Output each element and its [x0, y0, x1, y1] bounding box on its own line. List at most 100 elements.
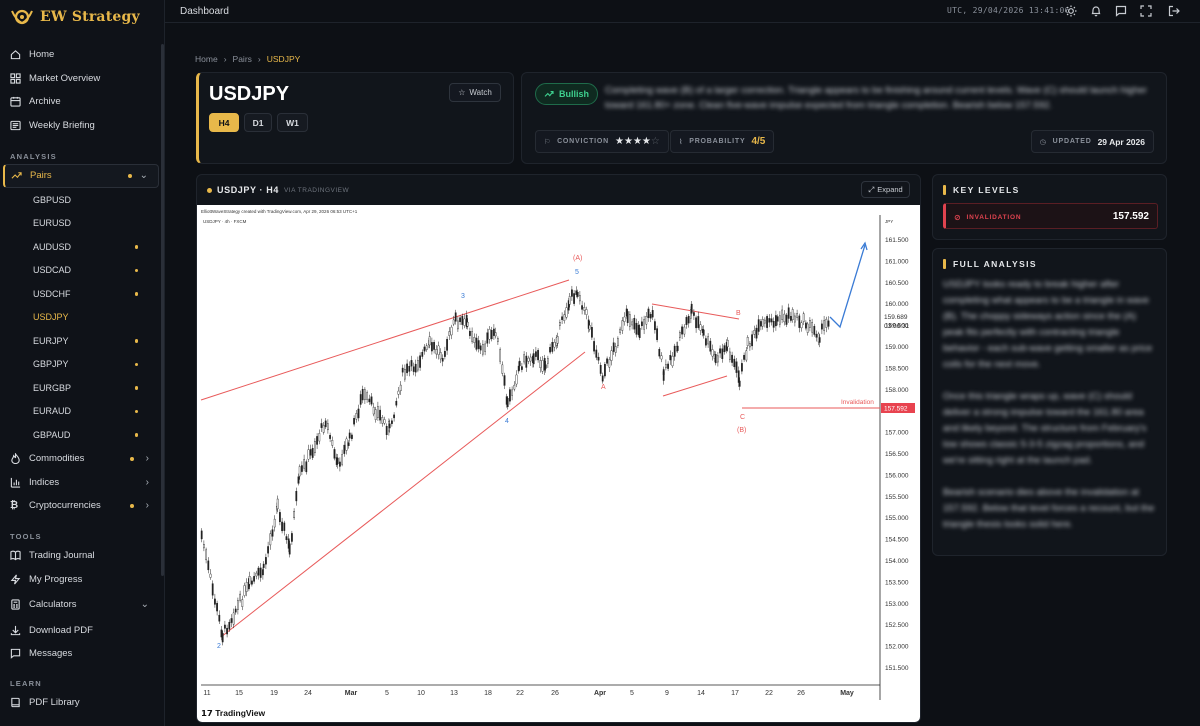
tradingview-chart[interactable]: ElliottWaveStrategy created with Trading…: [197, 205, 920, 722]
section-learn: LEARN: [10, 679, 42, 688]
nav-weekly-briefing[interactable]: Weekly Briefing: [0, 114, 162, 138]
candle-body: [802, 313, 805, 322]
candle-body: [798, 315, 801, 328]
pair-item-usdcad[interactable]: USDCAD: [0, 259, 162, 283]
watch-button[interactable]: ☆ Watch: [449, 83, 501, 102]
pair-item-usdchf[interactable]: USDCHF: [0, 282, 162, 306]
tab-d1[interactable]: D1: [244, 113, 272, 132]
chat-icon[interactable]: [1115, 5, 1127, 17]
breadcrumb-home[interactable]: Home: [195, 54, 218, 64]
channel-upper-line: [200, 279, 570, 401]
nav-pdf-library[interactable]: PDF Library: [0, 691, 162, 715]
expand-button[interactable]: ⤢ Expand: [861, 181, 910, 198]
brand[interactable]: EW Strategy: [0, 0, 164, 34]
candle-body: [523, 354, 525, 363]
candle-body: [541, 360, 544, 372]
section-tools: TOOLS: [10, 532, 42, 541]
candle-body: [604, 364, 606, 377]
nav-messages[interactable]: Messages: [0, 642, 162, 666]
candle-body: [493, 328, 495, 336]
candle-body: [749, 343, 751, 348]
candle-body: [665, 364, 667, 369]
nav-label: Home: [29, 49, 55, 61]
logout-icon[interactable]: [1168, 5, 1180, 17]
fullscreen-icon[interactable]: [1140, 5, 1152, 17]
pair-item-audusd[interactable]: AUDUSD: [0, 235, 162, 259]
candle-body: [588, 325, 591, 330]
sidebar-scrollbar[interactable]: [161, 44, 164, 576]
candle-body: [326, 423, 329, 431]
nav-home[interactable]: Home: [0, 43, 162, 67]
candle-body: [313, 440, 316, 454]
download-icon: [10, 625, 21, 636]
nav-calculators[interactable]: Calculators ⌄: [0, 593, 162, 617]
candle-body: [549, 347, 551, 353]
date-tick-label: 17: [731, 690, 739, 697]
conviction-label: CONVICTION: [557, 138, 610, 145]
candle-body: [370, 396, 373, 405]
nav-cryptocurrencies[interactable]: ₿ Cryptocurrencies ›: [0, 494, 162, 518]
candle-body: [532, 353, 535, 365]
date-tick-label: Apr: [594, 690, 606, 697]
candle-body: [654, 321, 656, 331]
candle-body: [515, 374, 518, 385]
nav-pairs[interactable]: Pairs ⌄: [3, 164, 159, 188]
nav-commodities[interactable]: Commodities ›: [0, 447, 162, 471]
candle-body: [660, 355, 663, 360]
date-tick-label: 22: [765, 690, 773, 697]
analysis-body: USDJPY looks ready to break higher after…: [943, 277, 1158, 549]
nav-label: Market Overview: [29, 72, 101, 84]
pair-item-eurusd[interactable]: EURUSD: [33, 218, 72, 229]
candle-body: [290, 533, 293, 542]
candle-body: [731, 354, 734, 363]
status-dot: [134, 245, 138, 249]
candle-body: [399, 384, 402, 392]
analysis-paragraph: Bearish scenario dies above the invalida…: [943, 487, 1155, 530]
candle-body: [544, 364, 547, 369]
pair-item-euraud[interactable]: EURAUD: [0, 400, 162, 424]
candle-body: [702, 329, 705, 336]
nav-label: Download PDF: [29, 624, 93, 636]
candle-body: [775, 315, 777, 327]
candle-body: [437, 345, 440, 355]
nav-label: Archive: [29, 96, 61, 108]
nav-market-overview[interactable]: Market Overview: [0, 67, 162, 91]
candle-body: [273, 518, 276, 528]
candle-body: [738, 380, 741, 387]
invalidation-text: Invalidation: [841, 399, 874, 406]
bell-icon[interactable]: [1090, 5, 1102, 17]
candle-body: [783, 313, 786, 323]
nav-download-pdf[interactable]: Download PDF: [0, 619, 162, 643]
candle-body: [679, 332, 681, 338]
nav-my-progress[interactable]: My Progress: [0, 568, 162, 592]
nav-trading-journal[interactable]: Trading Journal: [0, 544, 162, 568]
candle-body: [527, 357, 530, 362]
brand-name: EW Strategy: [40, 9, 140, 25]
progress-icon: [10, 574, 21, 585]
pair-item-gbpjpy[interactable]: GBPJPY: [0, 353, 162, 377]
chart-subtitle: USDJPY · 4h · FXCM: [203, 219, 247, 224]
candle-body: [388, 423, 391, 429]
nav-indices[interactable]: Indices ›: [0, 471, 162, 495]
candle-body: [381, 417, 384, 424]
pair-item-usdjpy[interactable]: USDJPY: [33, 312, 69, 323]
nav-archive[interactable]: Archive: [0, 90, 162, 114]
tab-h4[interactable]: H4: [209, 113, 239, 132]
candle-body: [597, 356, 600, 361]
sun-icon[interactable]: [1065, 5, 1077, 17]
status-dot: [134, 292, 138, 296]
candle-body: [295, 491, 298, 502]
candle-body: [535, 351, 537, 357]
pair-item-gbpusd[interactable]: GBPUSD: [33, 194, 72, 205]
breadcrumb-pairs[interactable]: Pairs: [232, 54, 252, 64]
pair-item-eurjpy[interactable]: EURJPY: [0, 329, 162, 353]
candle-body: [285, 536, 288, 541]
candle-body: [567, 300, 570, 311]
price-tick-label: 151.500: [885, 665, 909, 672]
pair-item-eurgbp[interactable]: EURGBP: [0, 376, 162, 400]
candle-body: [687, 315, 690, 324]
tab-w1[interactable]: W1: [277, 113, 308, 132]
candle-body: [416, 360, 419, 371]
pair-item-gbpaud[interactable]: GBPAUD: [0, 423, 162, 447]
candle-body: [671, 355, 674, 367]
